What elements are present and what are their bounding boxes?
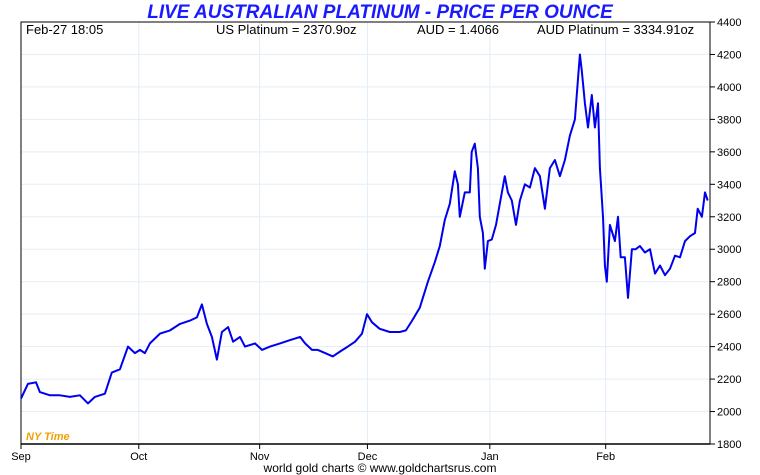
- header-datetime: Feb-27 18:05: [26, 22, 104, 37]
- plot-border: [20, 21, 711, 445]
- y-tick-label: 4200: [717, 49, 741, 61]
- x-tick-label: Feb: [596, 451, 615, 463]
- y-tick-label: 3600: [717, 147, 741, 159]
- x-tick-label: Jan: [481, 451, 499, 463]
- chart-title: LIVE AUSTRALIAN PLATINUM - PRICE PER OUN…: [147, 2, 613, 23]
- x-tick-label: Dec: [358, 451, 378, 463]
- y-tick-label: 4000: [717, 82, 741, 94]
- y-tick-label: 1800: [717, 439, 741, 451]
- y-tick-label: 3800: [717, 114, 741, 126]
- y-tick-label: 2000: [717, 407, 741, 419]
- footer-credit: world gold charts © www.goldchartsrus.co…: [263, 461, 497, 475]
- header-us-price: US Platinum = 2370.9oz: [216, 22, 357, 37]
- y-tick-label: 2600: [717, 309, 741, 321]
- y-tick-label: 2400: [717, 342, 741, 354]
- y-tick-label: 2800: [717, 277, 741, 289]
- x-tick-label: Oct: [130, 451, 147, 463]
- x-tick-label: Sep: [11, 451, 31, 463]
- y-tick-label: 3000: [717, 244, 741, 256]
- price-line: [20, 53, 709, 405]
- header-aud-rate: AUD = 1.4066: [417, 22, 500, 37]
- x-tick-label: Nov: [250, 451, 270, 463]
- y-tick-label: 3400: [717, 179, 741, 191]
- y-tick-label: 2200: [717, 374, 741, 386]
- time-zone-label: NY Time: [26, 431, 70, 443]
- header-aud-price: AUD Platinum = 3334.91oz: [537, 22, 695, 37]
- y-tick-label: 4400: [717, 17, 741, 29]
- y-tick-label: 3200: [717, 212, 741, 224]
